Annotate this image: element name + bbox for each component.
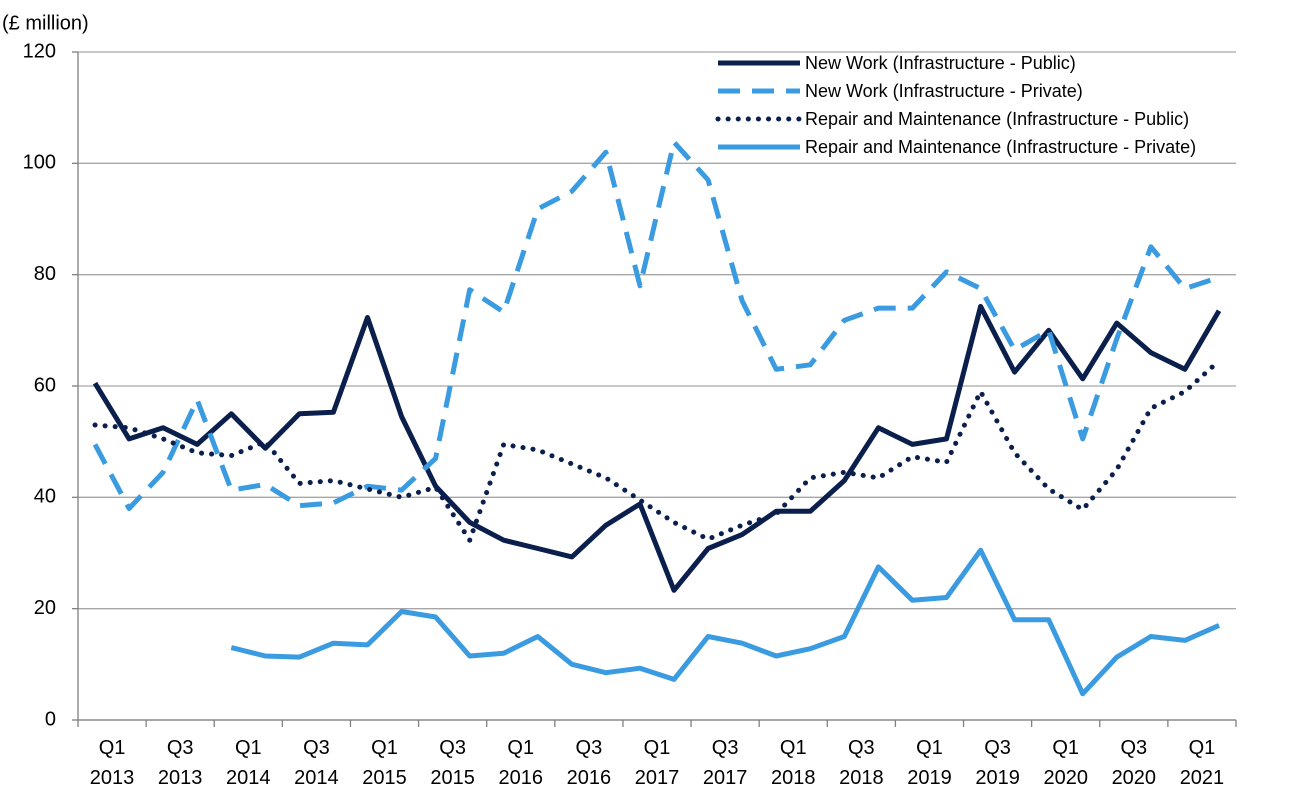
y-tick-label: 120 <box>23 40 56 62</box>
legend-label: Repair and Maintenance (Infrastructure -… <box>805 109 1189 129</box>
x-tick-label: Q1 2020 <box>1043 737 1088 789</box>
x-tick-label: Q1 2013 <box>89 737 135 789</box>
y-tick-label: 100 <box>23 152 56 174</box>
x-tick-label: Q1 2014 <box>226 737 271 789</box>
x-tick-label: Q1 2016 <box>498 737 544 789</box>
x-tick-label: Q3 2014 <box>294 737 339 789</box>
x-tick-label: Q1 2019 <box>907 737 952 789</box>
x-tick-label: Q3 2016 <box>566 737 612 789</box>
y-tick-label: 20 <box>34 597 56 619</box>
x-tick-label: Q3 2017 <box>702 737 748 789</box>
x-tick-label: Q3 2015 <box>430 737 475 789</box>
x-tick-label: Q1 2015 <box>362 737 407 789</box>
x-tick-label: Q1 2021 <box>1179 737 1225 789</box>
legend-label: New Work (Infrastructure - Private) <box>805 81 1083 101</box>
y-tick-label: 0 <box>45 708 56 730</box>
series-line <box>230 547 1221 697</box>
legend-label: Repair and Maintenance (Infrastructure -… <box>805 137 1196 157</box>
x-tick-label: Q1 2018 <box>770 737 816 789</box>
x-tick-label: Q3 2013 <box>157 737 203 789</box>
x-tick-label: Q3 2018 <box>839 737 884 789</box>
x-tick-label: Q3 2019 <box>975 737 1020 789</box>
legend-label: New Work (Infrastructure - Public) <box>805 53 1076 73</box>
x-tick-label: Q3 2020 <box>1111 737 1157 789</box>
y-tick-label: 60 <box>34 374 56 396</box>
series-line <box>92 358 1222 543</box>
y-tick-label: 40 <box>34 486 56 508</box>
series-line <box>92 303 1222 593</box>
x-tick-label: Q1 2017 <box>634 737 680 789</box>
y-axis-label: (£ million) <box>2 12 89 34</box>
y-tick-label: 80 <box>34 263 56 285</box>
series-line <box>92 139 1220 511</box>
